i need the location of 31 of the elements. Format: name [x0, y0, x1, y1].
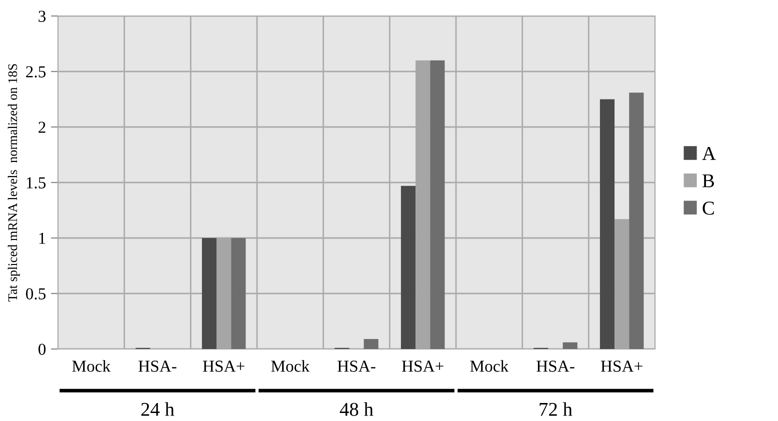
bar: [364, 339, 378, 349]
bar: [562, 342, 578, 349]
bar: [430, 60, 445, 349]
text: 72 h: [540, 402, 572, 416]
text: 24 h: [141, 402, 174, 416]
x-tick-label: HSA-: [338, 360, 376, 372]
x-tick-label: HSA+: [202, 360, 244, 372]
bar: [202, 238, 217, 349]
y-axis-title: Tat spliced mRNA levels normalized on 18S: [8, 64, 20, 302]
y-tick-label: 2: [38, 122, 46, 133]
x-tick-label: HSA-: [138, 360, 176, 372]
bar: [600, 99, 615, 349]
x-tick-label: Mock: [470, 360, 509, 372]
y-tick-label: 3: [38, 10, 46, 22]
legend-label: C: [702, 202, 714, 215]
y-tick-label: 0.5: [26, 288, 46, 300]
x-tick-label: Mock: [271, 360, 310, 372]
y-tick-label: 0: [38, 344, 46, 355]
legend-label: A: [702, 146, 716, 160]
x-tick-label: Mock: [72, 360, 111, 372]
text: 48 h: [340, 402, 374, 416]
x-tick-label: HSA+: [600, 360, 642, 372]
x-tick-label: HSA+: [402, 360, 444, 372]
bar: [400, 186, 416, 349]
bar: [629, 92, 644, 349]
y-tick-label: 1.5: [26, 177, 46, 189]
y-tick-label: 1: [39, 232, 46, 244]
y-tick-label: 2.5: [26, 66, 46, 78]
x-tick-label: HSA-: [536, 360, 574, 372]
legend-label: B: [702, 174, 714, 188]
bar: [231, 238, 246, 349]
